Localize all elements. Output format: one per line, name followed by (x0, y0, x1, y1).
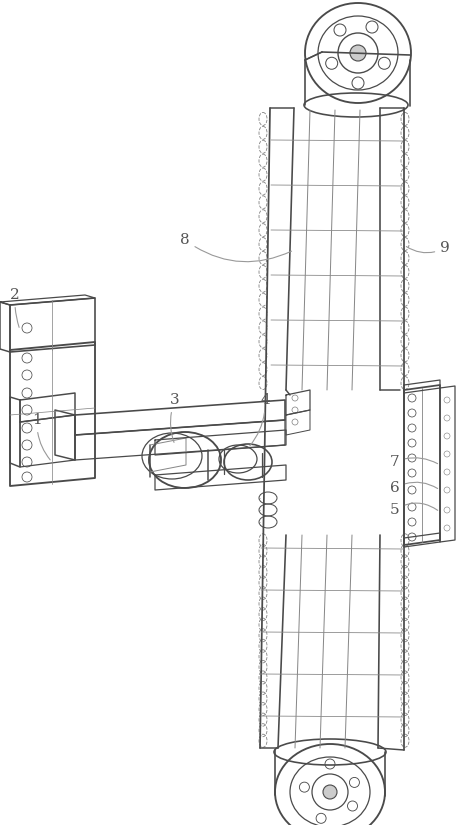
Text: 5: 5 (390, 503, 438, 517)
Text: 3: 3 (170, 393, 180, 442)
Circle shape (323, 785, 337, 799)
Text: 9: 9 (406, 241, 450, 255)
Text: 8: 8 (180, 233, 292, 262)
Circle shape (350, 45, 366, 61)
Text: 6: 6 (390, 481, 438, 495)
Text: 1: 1 (32, 413, 50, 460)
Text: 4: 4 (250, 393, 270, 446)
Text: 7: 7 (390, 455, 438, 469)
Text: 2: 2 (10, 288, 20, 328)
